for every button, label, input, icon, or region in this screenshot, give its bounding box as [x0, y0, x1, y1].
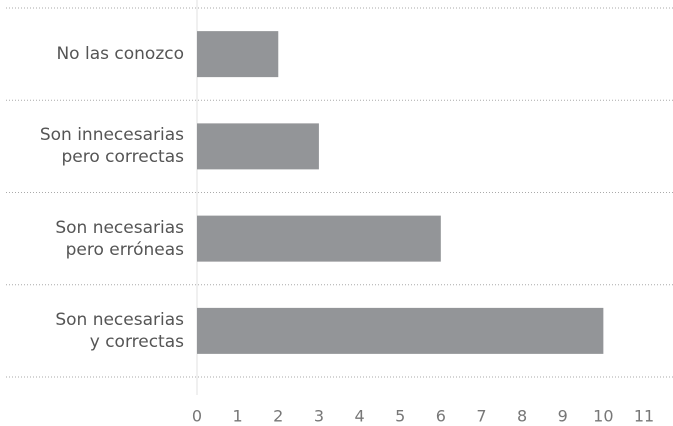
- category-label: Son innecesarias pero correctas: [39, 125, 184, 168]
- category-label: Son necesarias pero erróneas: [55, 217, 184, 260]
- bar: [197, 123, 319, 170]
- x-tick-label: 2: [273, 407, 283, 426]
- bar: [197, 307, 604, 354]
- category-label: No las conozco: [56, 44, 184, 65]
- bar: [197, 215, 441, 262]
- x-tick-label: 3: [314, 407, 324, 426]
- category-label: Son necesarias y correctas: [55, 309, 184, 352]
- x-tick-label: 11: [634, 407, 654, 426]
- x-tick-label: 9: [558, 407, 568, 426]
- x-tick-label: 10: [593, 407, 613, 426]
- x-tick-label: 1: [233, 407, 243, 426]
- x-tick-label: 5: [395, 407, 405, 426]
- bar: [197, 31, 279, 78]
- x-tick-label: 8: [517, 407, 527, 426]
- x-tick-label: 0: [192, 407, 202, 426]
- x-tick-label: 7: [476, 407, 486, 426]
- x-tick-label: 6: [436, 407, 446, 426]
- x-tick-label: 4: [354, 407, 364, 426]
